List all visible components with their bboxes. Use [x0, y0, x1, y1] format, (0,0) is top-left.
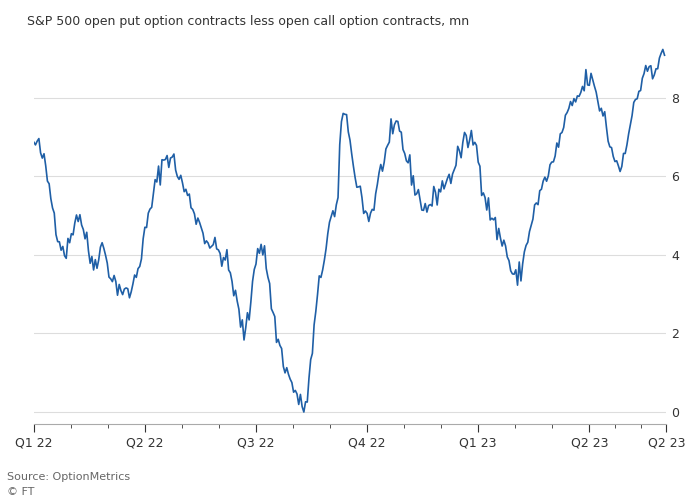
Text: Source: OptionMetrics: Source: OptionMetrics: [7, 472, 130, 482]
Text: S&P 500 open put option contracts less open call option contracts, mn: S&P 500 open put option contracts less o…: [27, 15, 470, 28]
Text: © FT: © FT: [7, 487, 34, 497]
